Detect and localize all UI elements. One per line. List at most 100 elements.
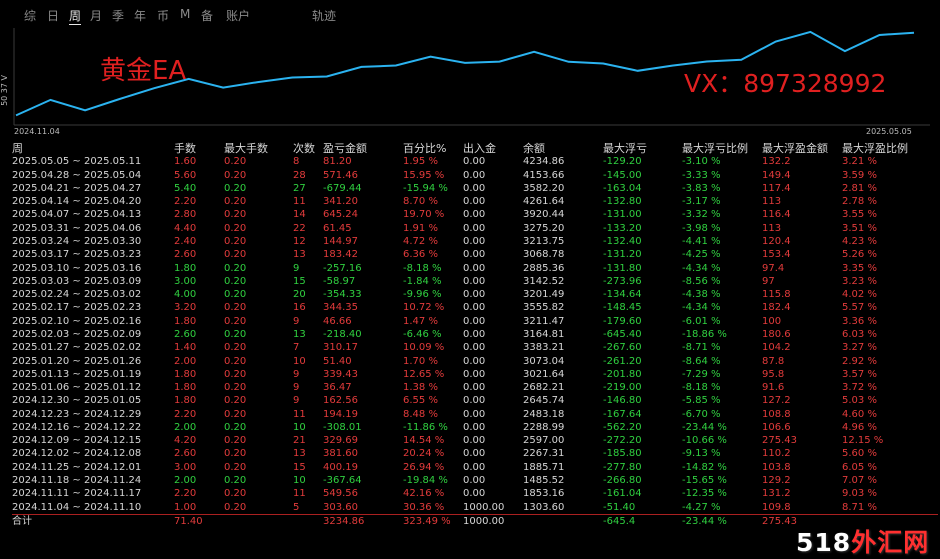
table-cell: 0.20	[224, 315, 247, 327]
column-header: 周	[12, 142, 23, 155]
table-cell: 4.96 %	[842, 421, 877, 433]
tab-4[interactable]: 季	[112, 9, 125, 23]
tab-8[interactable]: 备	[201, 9, 214, 23]
table-cell: 1.80	[174, 262, 197, 274]
tab-0[interactable]: 综	[24, 9, 37, 23]
table-cell: -9.13 %	[682, 448, 721, 460]
table-cell: 0.20	[224, 382, 247, 394]
table-cell: -645.40	[603, 328, 642, 340]
column-header: 百分比%	[403, 142, 447, 155]
table-cell: 8.71 %	[842, 501, 877, 513]
tab-9[interactable]: 账户	[226, 9, 251, 23]
tab-7[interactable]: M	[180, 7, 191, 21]
table-cell: 3.35 %	[842, 262, 877, 274]
table-cell: 2.20	[174, 408, 197, 420]
table-row[interactable]: 2024.12.16 ~ 2024.12.22 2.00 0.20 10 -308.01…	[12, 421, 938, 434]
table-cell: 14.54 %	[403, 435, 445, 447]
table-cell: 10.09 %	[403, 342, 445, 354]
table-row[interactable]: 2025.01.20 ~ 2025.01.26 2.00 0.20 10 51.40 1.…	[12, 355, 938, 368]
table-row[interactable]: 2024.11.18 ~ 2024.11.24 2.00 0.20 10 -367.64…	[12, 474, 938, 487]
table-row[interactable]: 2024.11.04 ~ 2024.11.10 1.00 0.20 5 303.60 30…	[12, 501, 938, 515]
total-cell	[523, 513, 603, 529]
table-row[interactable]: 2025.01.06 ~ 2025.01.12 1.80 0.20 9 36.47 1.3…	[12, 381, 938, 394]
table-cell: -4.34 %	[682, 262, 721, 274]
table-cell: 3.36 %	[842, 315, 877, 327]
table-row[interactable]: 2024.12.30 ~ 2025.01.05 1.80 0.20 9 162.56 6.…	[12, 394, 938, 407]
table-row[interactable]: 2025.02.10 ~ 2025.02.16 1.80 0.20 9 46.66 1.4…	[12, 315, 938, 328]
tab-3[interactable]: 月	[90, 9, 103, 23]
table-cell: 8.48 %	[403, 408, 438, 420]
table-row[interactable]: 2025.03.31 ~ 2025.04.06 4.40 0.20 22 61.45 1.…	[12, 222, 938, 235]
table-cell: -4.25 %	[682, 249, 721, 261]
table-cell: 3582.20	[523, 182, 565, 194]
table-cell: 275.43	[762, 435, 797, 447]
table-cell: 2025.03.17 ~ 2025.03.23	[12, 249, 142, 261]
table-cell: 0.00	[463, 262, 486, 274]
table-cell: 2024.11.18 ~ 2024.11.24	[12, 475, 142, 487]
table-cell: 0.20	[224, 435, 247, 447]
table-cell: -131.00	[603, 209, 642, 221]
column-header: 最大手数	[224, 142, 268, 155]
table-row[interactable]: 2024.12.02 ~ 2024.12.08 2.60 0.20 13 381.60 2…	[12, 447, 938, 460]
table-cell: 2025.01.20 ~ 2025.01.26	[12, 355, 142, 367]
table-cell: -4.34 %	[682, 302, 721, 314]
table-row[interactable]: 2025.03.10 ~ 2025.03.16 1.80 0.20 9 -257.16 -…	[12, 262, 938, 275]
table-cell: 116.4	[762, 209, 791, 221]
table-cell: 1.60	[174, 156, 197, 168]
table-cell: -18.86 %	[682, 328, 727, 340]
balance-chart	[0, 28, 940, 140]
table-row[interactable]: 2025.04.21 ~ 2025.04.27 5.40 0.20 27 -679.44…	[12, 182, 938, 195]
tab-2[interactable]: 周	[69, 9, 82, 25]
table-cell: 2025.02.17 ~ 2025.02.23	[12, 302, 142, 314]
table-cell: 0.20	[224, 448, 247, 460]
table-cell: 1853.16	[523, 488, 565, 500]
table-cell: 0.20	[224, 289, 247, 301]
table-row[interactable]: 2025.01.27 ~ 2025.02.02 1.40 0.20 7 310.17 10…	[12, 341, 938, 354]
table-row[interactable]: 2025.03.03 ~ 2025.03.09 3.00 0.20 15 -58.97 -…	[12, 275, 938, 288]
table-cell: 2.78 %	[842, 196, 877, 208]
table-cell: 182.4	[762, 302, 791, 314]
table-row[interactable]: 2025.01.13 ~ 2025.01.19 1.80 0.20 9 339.43 12…	[12, 368, 938, 381]
table-row[interactable]: 2025.03.17 ~ 2025.03.23 2.60 0.20 13 183.42 6…	[12, 248, 938, 261]
tab-1[interactable]: 日	[47, 9, 60, 23]
table-cell: 132.2	[762, 156, 791, 168]
table-cell: 28	[293, 169, 306, 181]
table-row[interactable]: 2025.04.28 ~ 2025.05.04 5.60 0.20 28 571.46 1…	[12, 169, 938, 182]
table-cell: -4.38 %	[682, 289, 721, 301]
table-row[interactable]: 2025.02.24 ~ 2025.03.02 4.00 0.20 20 -354.33…	[12, 288, 938, 301]
table-cell: 0.20	[224, 461, 247, 473]
table-cell: 0.00	[463, 315, 486, 327]
table-row[interactable]: 2024.11.25 ~ 2024.12.01 3.00 0.20 15 400.19 2…	[12, 461, 938, 474]
table-cell: 4.40	[174, 222, 197, 234]
table-cell: 180.6	[762, 328, 791, 340]
table-cell: 3.57 %	[842, 368, 877, 380]
table-row[interactable]: 2025.02.17 ~ 2025.02.23 3.20 0.20 16 344.35 1…	[12, 301, 938, 314]
table-cell: -7.29 %	[682, 368, 721, 380]
table-cell: 2024.12.30 ~ 2025.01.05	[12, 395, 142, 407]
table-cell: 3213.75	[523, 235, 565, 247]
table-cell: -3.33 %	[682, 169, 721, 181]
table-row[interactable]: 2024.12.23 ~ 2024.12.29 2.20 0.20 11 194.19 8…	[12, 408, 938, 421]
tab-5[interactable]: 年	[134, 9, 147, 23]
table-cell: -15.65 %	[682, 475, 727, 487]
table-row[interactable]: 2025.04.14 ~ 2025.04.20 2.20 0.20 11 341.20 8…	[12, 195, 938, 208]
table-row[interactable]: 2025.04.07 ~ 2025.04.13 2.80 0.20 14 645.24 1…	[12, 208, 938, 221]
table-row[interactable]: 2025.03.24 ~ 2025.03.30 2.40 0.20 12 144.97 4…	[12, 235, 938, 248]
table-cell: 2025.04.14 ~ 2025.04.20	[12, 196, 142, 208]
table-row[interactable]: 2025.05.05 ~ 2025.05.11 1.60 0.20 8 81.20 1.9…	[12, 155, 938, 168]
table-cell: 3.55 %	[842, 209, 877, 221]
table-cell: 303.60	[323, 501, 358, 513]
table-row[interactable]: 2024.12.09 ~ 2024.12.15 4.20 0.20 21 329.69 1…	[12, 434, 938, 447]
table-cell: 2025.03.03 ~ 2025.03.09	[12, 275, 142, 287]
tab-10[interactable]: 轨迹	[312, 9, 337, 23]
table-cell: 2024.11.04 ~ 2024.11.10	[12, 501, 142, 513]
period-tabs: 综日周月季年币 M 备账户 轨迹	[0, 7, 940, 27]
table-cell: 113	[762, 196, 782, 208]
tab-6[interactable]: 币	[157, 9, 170, 23]
table-cell: -201.80	[603, 368, 642, 380]
table-cell: 7	[293, 342, 300, 354]
table-row[interactable]: 2024.11.11 ~ 2024.11.17 2.20 0.20 11 549.56 4…	[12, 487, 938, 500]
table-cell: 2024.11.25 ~ 2024.12.01	[12, 461, 142, 473]
table-row[interactable]: 2025.02.03 ~ 2025.02.09 2.60 0.20 13 -218.40…	[12, 328, 938, 341]
table-cell: 13	[293, 448, 306, 460]
